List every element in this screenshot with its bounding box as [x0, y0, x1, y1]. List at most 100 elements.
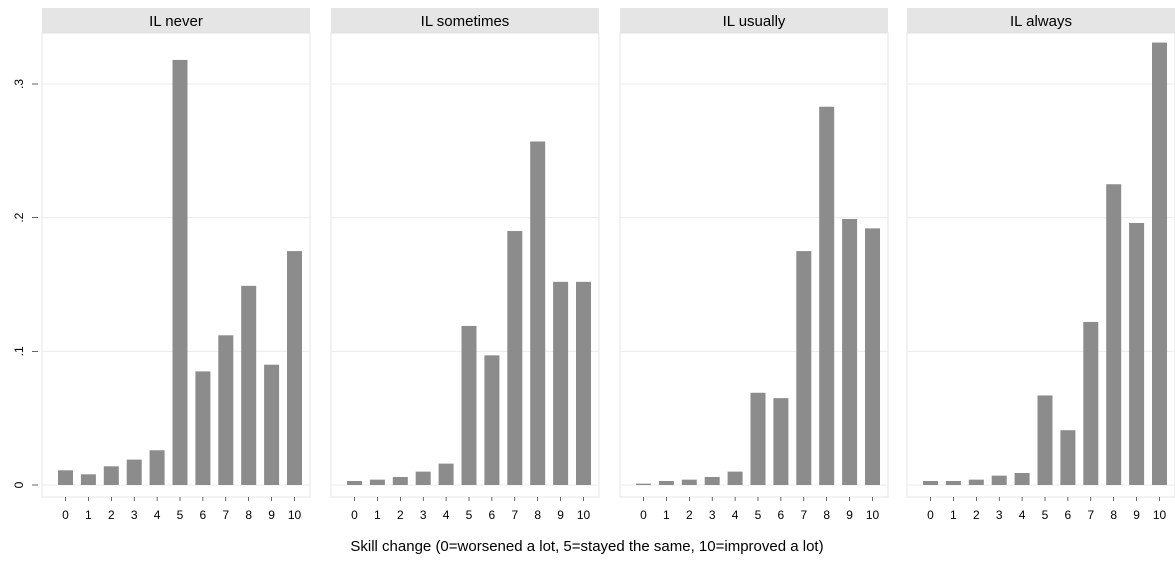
x-tick-label-0-9: 9 — [268, 508, 275, 522]
bar-3-3 — [991, 475, 1007, 485]
panel-header-0 — [42, 8, 310, 33]
x-tick-label-2-0: 0 — [640, 508, 647, 522]
panel-1: IL sometimes 0 1 2 3 4 5 6 7 8 9 10 — [330, 8, 600, 522]
bar-2-8 — [819, 106, 835, 486]
x-tick-label-2-6: 6 — [778, 508, 785, 522]
x-tick-label-0-0: 0 — [62, 508, 69, 522]
bar-1-3 — [415, 471, 431, 485]
x-tick-label-1-7: 7 — [511, 508, 518, 522]
y-tick-label-1: .1 — [12, 346, 26, 356]
x-tick-label-1-9: 9 — [557, 508, 564, 522]
panel-title-2: IL usually — [723, 13, 786, 30]
x-tick-label-3-4: 4 — [1019, 508, 1026, 522]
x-tick-label-1-0: 0 — [351, 508, 358, 522]
x-tick-label-2-10: 10 — [866, 508, 880, 522]
y-tick-label-3: .3 — [12, 79, 26, 89]
x-tick-label-2-1: 1 — [663, 508, 670, 522]
x-tick-label-2-3: 3 — [709, 508, 716, 522]
panel-0: IL never 0 1 2 3 4 5 6 7 8 9 10 — [41, 8, 311, 522]
bar-2-0 — [636, 483, 651, 485]
x-tick-label-3-6: 6 — [1065, 508, 1072, 522]
x-tick-label-1-5: 5 — [466, 508, 473, 522]
x-tick-label-0-4: 4 — [154, 508, 161, 522]
bar-1-7 — [507, 231, 523, 485]
x-tick-label-3-3: 3 — [996, 508, 1003, 522]
x-tick-label-3-5: 5 — [1042, 508, 1049, 522]
bar-1-10 — [576, 281, 591, 485]
x-tick-label-0-5: 5 — [177, 508, 184, 522]
x-tick-label-2-5: 5 — [755, 508, 762, 522]
x-tick-label-0-7: 7 — [222, 508, 229, 522]
bar-2-5 — [750, 392, 766, 485]
bar-2-7 — [796, 251, 812, 485]
bar-2-10 — [865, 228, 880, 486]
x-tick-label-0-2: 2 — [108, 508, 115, 522]
bar-3-8 — [1106, 184, 1122, 485]
bar-0-0 — [58, 470, 73, 485]
x-tick-label-1-10: 10 — [577, 508, 591, 522]
bar-3-4 — [1014, 472, 1030, 485]
bar-3-0 — [923, 480, 938, 485]
bar-1-1 — [369, 479, 385, 485]
x-tick-label-0-6: 6 — [200, 508, 207, 522]
x-tick-label-1-1: 1 — [374, 508, 381, 522]
bar-0-8 — [241, 285, 257, 485]
panel-3: IL always 0 1 2 3 4 5 6 7 8 9 10 — [906, 8, 1175, 522]
x-tick-label-3-1: 1 — [950, 508, 957, 522]
x-tick-label-0-8: 8 — [245, 508, 252, 522]
bar-3-9 — [1129, 223, 1145, 485]
x-tick-label-1-3: 3 — [420, 508, 427, 522]
x-tick-label-3-7: 7 — [1087, 508, 1094, 522]
bar-0-1 — [80, 474, 96, 485]
panel-header-3 — [907, 8, 1175, 33]
bar-1-2 — [392, 476, 408, 485]
x-tick-label-1-8: 8 — [534, 508, 541, 522]
bar-3-5 — [1037, 395, 1053, 485]
x-tick-label-0-1: 1 — [85, 508, 92, 522]
bar-3-10 — [1152, 42, 1167, 486]
x-tick-label-3-2: 2 — [973, 508, 980, 522]
bar-0-7 — [218, 335, 234, 485]
x-tick-label-0-10: 10 — [288, 508, 302, 522]
bar-1-0 — [347, 480, 362, 485]
bar-1-6 — [484, 355, 500, 485]
x-tick-label-3-0: 0 — [927, 508, 934, 522]
x-tick-label-2-8: 8 — [823, 508, 830, 522]
y-tick-label-2: .2 — [12, 212, 26, 222]
bar-3-1 — [945, 480, 961, 485]
bar-2-6 — [773, 398, 789, 485]
bar-2-4 — [727, 471, 743, 485]
bar-0-5 — [172, 59, 188, 485]
y-tick-label-0: 0 — [12, 481, 26, 488]
panel-header-2 — [620, 8, 888, 33]
bar-2-1 — [658, 480, 674, 485]
panel-title-3: IL always — [1010, 13, 1072, 30]
x-tick-label-2-4: 4 — [732, 508, 739, 522]
x-tick-label-1-6: 6 — [489, 508, 496, 522]
x-tick-label-2-9: 9 — [846, 508, 853, 522]
bar-1-9 — [553, 281, 569, 485]
y-axis: 0 .1 .2 .3 — [12, 79, 38, 488]
bar-1-5 — [461, 325, 477, 485]
panel-title-1: IL sometimes — [421, 13, 510, 30]
bar-2-9 — [842, 219, 858, 485]
x-tick-label-0-3: 3 — [131, 508, 138, 522]
bar-2-3 — [704, 476, 720, 485]
x-tick-label-3-10: 10 — [1153, 508, 1167, 522]
panel-title-0: IL never — [149, 13, 203, 30]
bar-0-10 — [287, 251, 302, 485]
x-axis-label: Skill change (0=worsened a lot, 5=stayed… — [350, 538, 823, 555]
x-tick-label-1-2: 2 — [397, 508, 404, 522]
x-tick-label-1-4: 4 — [443, 508, 450, 522]
bar-3-2 — [968, 479, 984, 485]
bar-1-8 — [530, 141, 546, 485]
x-tick-label-3-8: 8 — [1110, 508, 1117, 522]
x-tick-label-2-7: 7 — [800, 508, 807, 522]
bar-3-7 — [1083, 321, 1099, 485]
bar-0-6 — [195, 371, 211, 485]
bar-0-9 — [264, 364, 280, 485]
x-tick-label-3-9: 9 — [1133, 508, 1140, 522]
x-tick-label-2-2: 2 — [686, 508, 693, 522]
